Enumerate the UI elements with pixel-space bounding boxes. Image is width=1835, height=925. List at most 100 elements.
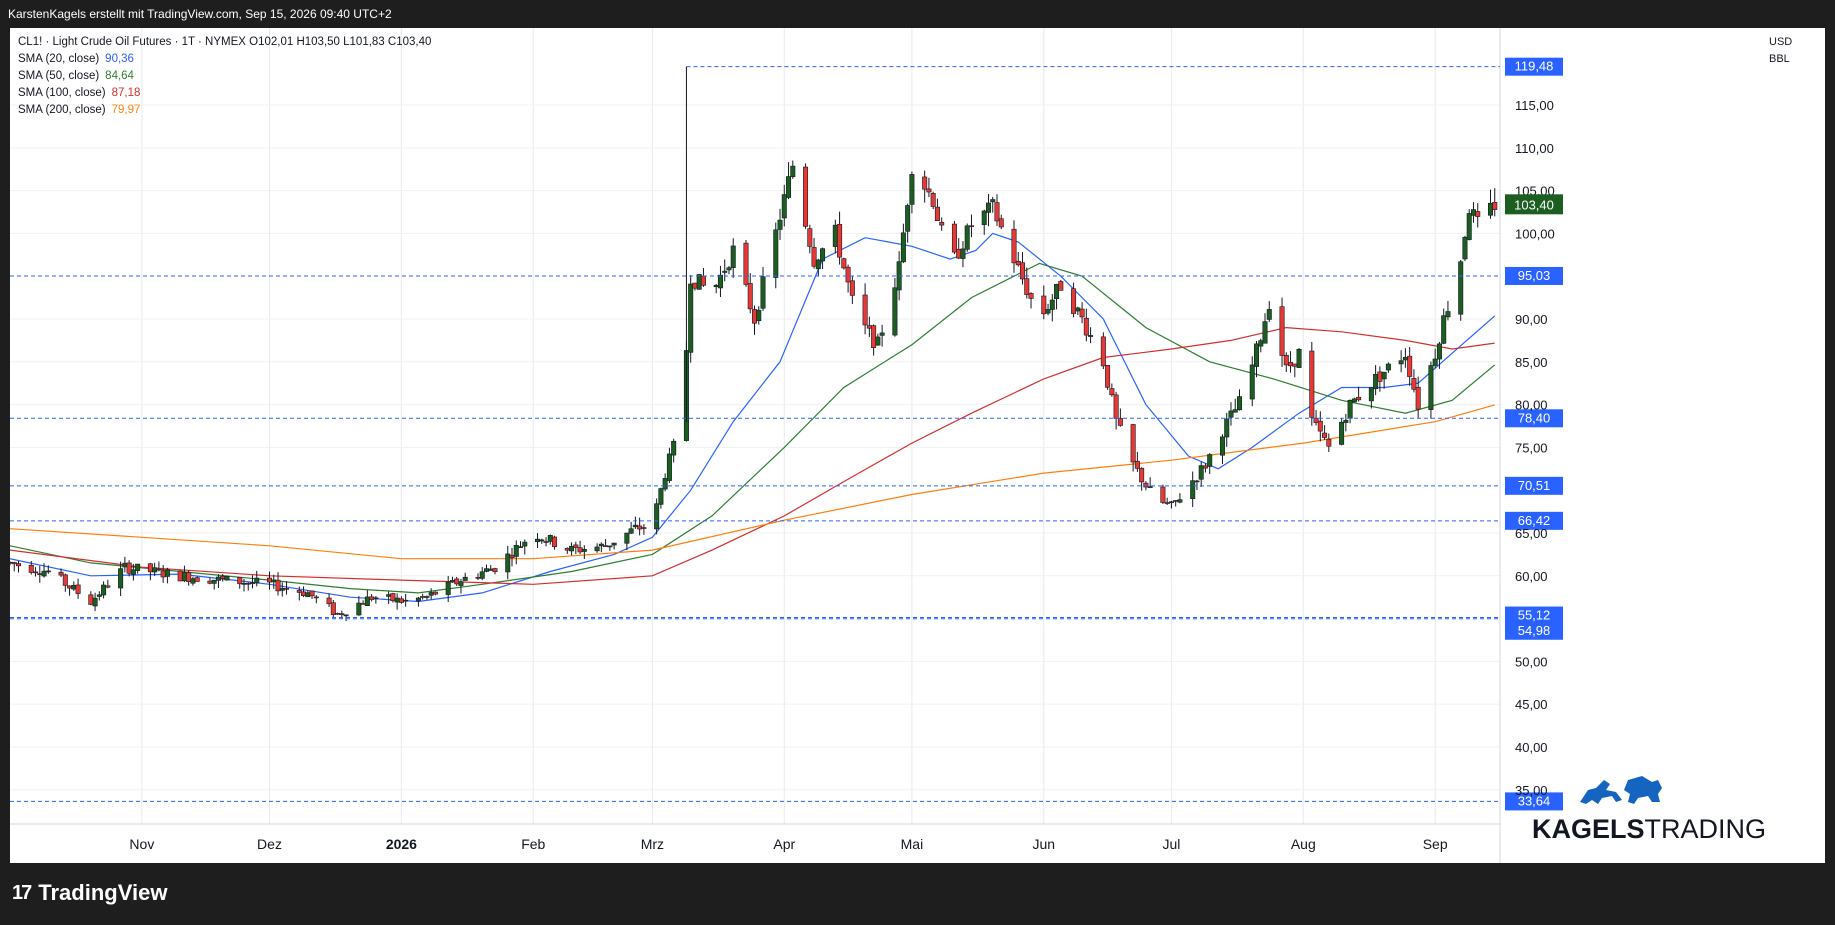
sma100-value: 87,18 bbox=[111, 87, 141, 99]
currency-label: USD bbox=[1769, 36, 1793, 48]
candle-up bbox=[71, 585, 77, 590]
candle-up bbox=[1296, 348, 1302, 368]
candle-down bbox=[552, 536, 558, 548]
candle-up bbox=[1487, 202, 1493, 216]
sma-line-200 bbox=[10, 404, 1495, 560]
candle-down bbox=[390, 593, 396, 602]
level-label: 70,51 bbox=[1518, 478, 1551, 493]
x-tick-label: Aug bbox=[1291, 836, 1316, 852]
candle-down bbox=[11, 562, 17, 565]
y-tick-label: 60,00 bbox=[1515, 569, 1548, 584]
candle-down bbox=[1105, 365, 1111, 388]
candle-up bbox=[386, 594, 392, 597]
candle-up bbox=[522, 541, 528, 547]
candle-down bbox=[275, 579, 281, 592]
level-label: 54,98 bbox=[1518, 623, 1551, 638]
chart-frame[interactable]: 119,48 95,03 78,40 70,51 66,42 55,12 54,98 33,6… bbox=[10, 28, 1825, 863]
tradingview-icon: 17 bbox=[12, 881, 32, 904]
candle-down bbox=[951, 223, 957, 253]
candle-up bbox=[717, 274, 723, 289]
candle-up bbox=[1207, 454, 1213, 467]
candle-down bbox=[177, 570, 183, 582]
candle-down bbox=[1279, 306, 1285, 356]
legend-sma50[interactable]: SMA (50, close) 84,64 bbox=[18, 68, 431, 85]
level-label-bg bbox=[1505, 409, 1563, 428]
candle-down bbox=[807, 228, 813, 247]
symbol-info[interactable]: CL1! · Light Crude Oil Futures · 1T · NY… bbox=[18, 36, 432, 48]
candle-up bbox=[135, 563, 141, 571]
candle-down bbox=[220, 575, 226, 579]
candle-down bbox=[62, 574, 68, 586]
candle-up bbox=[1266, 309, 1272, 320]
candle-down bbox=[186, 572, 192, 582]
candle-up bbox=[424, 596, 430, 598]
candle-down bbox=[1083, 317, 1089, 336]
candle-down bbox=[862, 294, 868, 326]
candle-down bbox=[1377, 371, 1383, 382]
candle-up bbox=[820, 248, 826, 262]
candle-up bbox=[815, 259, 821, 270]
candle-up bbox=[271, 579, 277, 583]
candle-down bbox=[237, 577, 243, 585]
candle-up bbox=[1462, 236, 1468, 260]
candle-up bbox=[1470, 209, 1476, 216]
legend-sma200[interactable]: SMA (200, close) 79,97 bbox=[18, 102, 431, 119]
candle-down bbox=[245, 582, 251, 585]
y-tick-label: 100,00 bbox=[1515, 226, 1555, 241]
candle-up bbox=[479, 571, 485, 579]
candle-up bbox=[373, 597, 379, 600]
candle-down bbox=[475, 577, 481, 579]
candle-down bbox=[301, 591, 307, 596]
candle-down bbox=[335, 612, 341, 615]
level-label: 95,03 bbox=[1518, 268, 1551, 283]
sma20-value: 90,36 bbox=[105, 53, 134, 65]
candle-down bbox=[1134, 460, 1140, 469]
candle-down bbox=[1309, 350, 1315, 418]
candle-up bbox=[1177, 499, 1183, 503]
candle-up bbox=[777, 219, 783, 230]
y-tick-label: 40,00 bbox=[1515, 740, 1548, 755]
y-tick-label: 85,00 bbox=[1515, 355, 1548, 370]
candle-down bbox=[803, 166, 809, 227]
candle-down bbox=[751, 309, 757, 324]
sma20-label: SMA (20, close) bbox=[18, 53, 100, 65]
candle-down bbox=[1202, 465, 1208, 469]
candle-down bbox=[309, 590, 315, 597]
candle-down bbox=[398, 598, 404, 603]
candle-up bbox=[1466, 213, 1472, 240]
candle-up bbox=[279, 588, 285, 591]
candle-up bbox=[1458, 261, 1464, 315]
kagels-trading-logo: KAGELSTRADING bbox=[1532, 768, 1766, 848]
candle-up bbox=[96, 594, 102, 597]
candle-down bbox=[1058, 281, 1064, 291]
candle-up bbox=[1088, 335, 1094, 337]
candle-down bbox=[88, 594, 94, 605]
candle-down bbox=[922, 176, 928, 190]
candle-up bbox=[964, 225, 970, 250]
candle-down bbox=[267, 577, 273, 583]
candle-down bbox=[1143, 482, 1149, 488]
candle-down bbox=[1011, 228, 1017, 264]
candle-up bbox=[632, 524, 638, 528]
candle-down bbox=[692, 282, 698, 289]
candle-down bbox=[747, 283, 753, 310]
candle-down bbox=[926, 188, 932, 193]
legend-sma20[interactable]: SMA (20, close) 90,36 bbox=[18, 51, 431, 68]
legend-sma100[interactable]: SMA (100, close) 87,18 bbox=[18, 85, 431, 102]
tradingview-logo[interactable]: 17 TradingView bbox=[12, 880, 167, 906]
candle-down bbox=[67, 585, 73, 589]
y-tick-label: 50,00 bbox=[1515, 654, 1548, 669]
candle-down bbox=[1322, 432, 1328, 438]
candle-up bbox=[1147, 486, 1153, 488]
candle-down bbox=[296, 590, 302, 593]
candle-up bbox=[900, 232, 906, 263]
candle-up bbox=[1402, 357, 1408, 361]
kagels-rest-text: TRADING bbox=[1644, 814, 1767, 844]
candle-up bbox=[594, 546, 600, 552]
level-label: 66,42 bbox=[1518, 513, 1551, 528]
candle-down bbox=[33, 571, 39, 574]
candle-down bbox=[454, 578, 460, 585]
price-scale-unit[interactable]: USD BBL bbox=[1769, 34, 1809, 68]
candle-up bbox=[1194, 480, 1200, 483]
